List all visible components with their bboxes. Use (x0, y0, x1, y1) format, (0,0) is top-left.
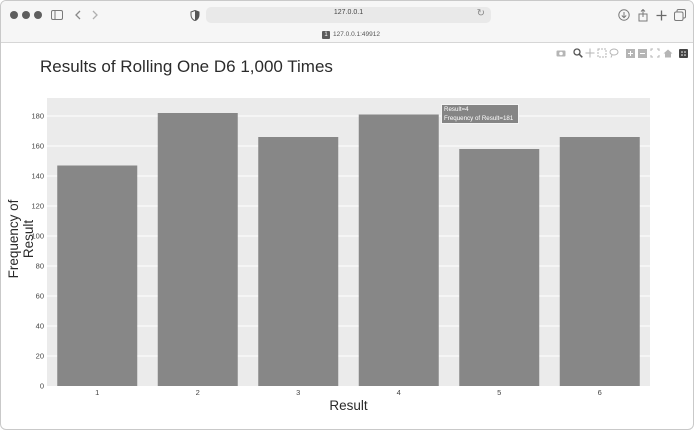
share-icon[interactable] (635, 7, 651, 23)
x-tick-label: 5 (497, 388, 501, 397)
close-dot[interactable] (10, 11, 18, 19)
lasso-icon[interactable] (608, 47, 619, 59)
browser-toolbar: 127.0.0.1 ↻ (1, 1, 693, 29)
download-icon[interactable] (616, 7, 632, 23)
y-tick-label: 180 (31, 112, 44, 121)
address-text: 127.0.0.1 (333, 9, 364, 16)
tab-strip (1, 29, 693, 43)
x-tick-label: 6 (598, 388, 602, 397)
tooltip-line-frequency: Frequency of Result=181 (444, 115, 514, 122)
reload-icon[interactable]: ↻ (476, 8, 485, 19)
bar-2[interactable] (157, 113, 238, 386)
bar-4[interactable] (358, 114, 439, 387)
new-tab-icon[interactable] (653, 7, 669, 23)
y-tick-label: 160 (31, 142, 44, 151)
tooltip-line-result: Result=4 (444, 106, 469, 113)
box-select-icon[interactable] (596, 47, 607, 59)
x-axis-label: Result (329, 398, 368, 413)
y-tick-label: 140 (31, 172, 44, 181)
pan-icon[interactable] (584, 47, 595, 59)
home-icon[interactable] (662, 47, 673, 59)
y-tick-label: 40 (36, 322, 44, 331)
y-tick-label: 100 (31, 232, 44, 241)
chart-title: Results of Rolling One D6 1,000 Times (40, 57, 333, 76)
hover-tooltip: Result=4 Frequency of Result=181 (441, 104, 519, 124)
back-icon[interactable] (70, 7, 86, 23)
bar-6[interactable] (559, 137, 640, 386)
plotly-logo-icon[interactable] (678, 47, 689, 59)
address-bar[interactable]: 127.0.0.1 ↻ (206, 7, 491, 23)
y-tick-labels: 0 20 40 60 80 100 120 140 160 180 (31, 112, 44, 391)
bar-3[interactable] (258, 137, 339, 386)
tab-title[interactable]: 127.0.0.1:49912 (333, 31, 380, 38)
forward-icon[interactable] (87, 7, 103, 23)
x-tick-label: 2 (196, 388, 200, 397)
grid-lines (47, 115, 650, 357)
x-tick-label: 3 (296, 388, 300, 397)
autoscale-icon[interactable] (649, 47, 660, 59)
zoom-in-icon[interactable] (625, 47, 636, 59)
tab-badge: 1 (322, 31, 330, 39)
bars (57, 113, 640, 386)
maximize-dot[interactable] (34, 11, 42, 19)
bar-1[interactable] (57, 165, 138, 387)
x-tick-labels: 1 2 3 4 5 6 (95, 388, 602, 397)
zoom-icon[interactable] (572, 47, 583, 59)
y-tick-label: 0 (40, 382, 44, 391)
x-tick-label: 4 (397, 388, 401, 397)
y-tick-label: 60 (36, 292, 44, 301)
zoom-out-icon[interactable] (637, 47, 648, 59)
y-axis-label: Frequency of Result (6, 199, 36, 279)
bar-5[interactable] (459, 149, 540, 386)
privacy-shield-icon[interactable] (187, 7, 203, 23)
y-tick-label: 120 (31, 202, 44, 211)
x-tick-label: 1 (95, 388, 99, 397)
y-tick-label: 20 (36, 352, 44, 361)
tabs-overview-icon[interactable] (672, 7, 688, 23)
camera-icon[interactable] (555, 47, 566, 59)
minimize-dot[interactable] (22, 11, 30, 19)
sidebar-icon[interactable] (49, 7, 65, 23)
y-tick-label: 80 (36, 262, 44, 271)
